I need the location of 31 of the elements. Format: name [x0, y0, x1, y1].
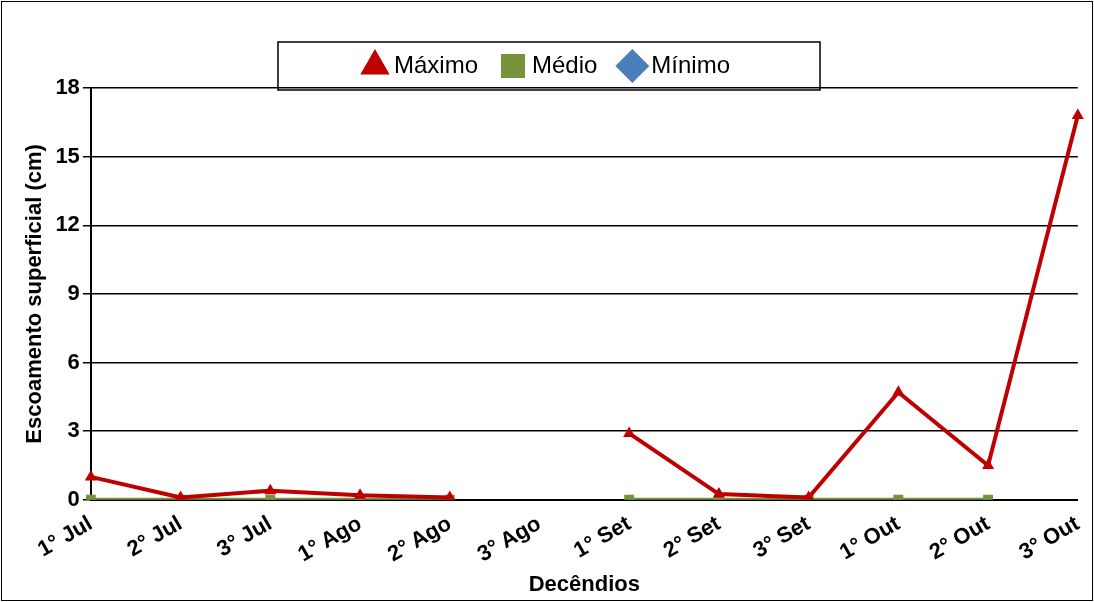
x-tick-label: 1° Jul — [32, 510, 97, 562]
x-tick-label: 2° Ago — [382, 510, 456, 567]
point — [712, 487, 725, 498]
x-tick-label: 1° Set — [569, 509, 636, 563]
y-axis-title: Escoamento superficial (cm) — [21, 144, 47, 444]
x-tick-label: 3° Jul — [212, 510, 276, 562]
legend-label: Máximo — [393, 50, 478, 78]
point — [264, 483, 277, 495]
point — [892, 385, 905, 396]
x-tick-label: 3° Set — [748, 509, 815, 563]
y-tick-label: 12 — [55, 211, 80, 237]
y-tick-label: 18 — [55, 74, 80, 100]
point — [982, 458, 995, 469]
x-tick-label: 2° Set — [658, 509, 726, 563]
x-tick-label: 2° Out — [924, 509, 995, 565]
x-tick-label: 1° Out — [835, 509, 905, 565]
legend-label: Médio — [531, 50, 598, 78]
y-tick-label: 3 — [67, 417, 80, 443]
point — [84, 469, 97, 481]
x-tick-label: 3° Out — [1014, 509, 1084, 565]
y-tick-label: 15 — [55, 142, 80, 168]
legend-label: Mínimo — [651, 50, 731, 78]
y-tick-label: 6 — [67, 348, 80, 374]
x-axis-title: Decêndios — [528, 570, 640, 596]
x-tick-label: 1° Ago — [293, 510, 366, 567]
point — [353, 488, 367, 499]
y-tick-label: 9 — [67, 279, 80, 305]
point — [1071, 108, 1084, 119]
x-tick-label: 2° Jul — [122, 510, 187, 562]
x-tick-label: 3° Ago — [472, 510, 546, 567]
y-tick-label: 0 — [67, 485, 80, 511]
